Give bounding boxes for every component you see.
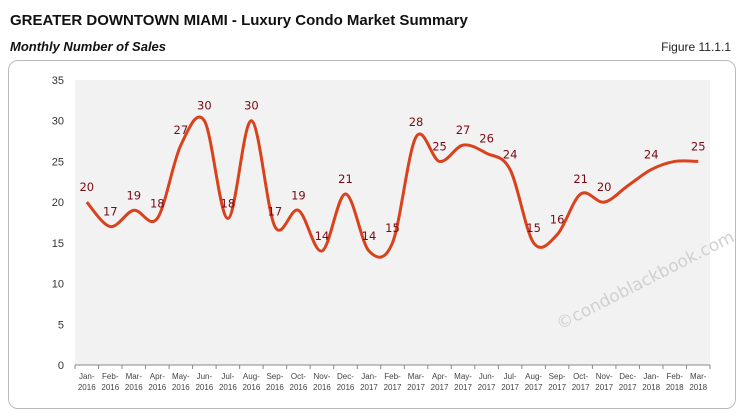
x-tick-label: Apr-2017 bbox=[431, 372, 449, 392]
x-tick-label: Jun-2017 bbox=[478, 372, 496, 392]
data-label: 24 bbox=[503, 148, 518, 162]
data-label: 17 bbox=[103, 205, 118, 219]
data-label: 18 bbox=[150, 196, 165, 210]
x-tick-label: Jul-2017 bbox=[501, 372, 519, 392]
x-tick-label: Mar-2017 bbox=[407, 372, 425, 392]
plot-area bbox=[75, 80, 710, 365]
x-tick-label: Aug-2017 bbox=[525, 372, 543, 392]
data-label: 18 bbox=[221, 196, 236, 210]
y-tick-label: 30 bbox=[52, 116, 64, 128]
x-tick-label: Apr-2016 bbox=[148, 372, 166, 392]
x-tick-label: Nov-2016 bbox=[313, 372, 331, 392]
y-tick-label: 10 bbox=[52, 279, 64, 291]
data-label: 20 bbox=[597, 180, 612, 194]
data-label: 25 bbox=[432, 139, 447, 153]
x-tick-label: May-2017 bbox=[454, 372, 472, 392]
figure-number: Figure 11.1.1 bbox=[661, 40, 731, 54]
y-tick-label: 25 bbox=[52, 156, 64, 168]
data-label: 20 bbox=[79, 180, 94, 194]
x-tick-label: Jan-2017 bbox=[360, 372, 378, 392]
x-tick-label: Oct-2017 bbox=[572, 372, 590, 392]
data-label: 30 bbox=[197, 99, 212, 113]
chart-frame bbox=[8, 60, 736, 409]
y-tick-label: 15 bbox=[52, 238, 64, 250]
data-label: 19 bbox=[126, 188, 141, 202]
x-tick-label: Feb-2018 bbox=[666, 372, 684, 392]
x-tick-label: Dec-2016 bbox=[337, 372, 355, 392]
data-label: 21 bbox=[338, 172, 353, 186]
data-label: 27 bbox=[456, 123, 471, 137]
y-tick-label: 5 bbox=[58, 319, 64, 331]
data-label: 19 bbox=[291, 188, 306, 202]
data-label: 25 bbox=[691, 139, 706, 153]
y-tick-label: 20 bbox=[52, 197, 64, 209]
data-label: 14 bbox=[362, 229, 377, 243]
y-tick-label: 0 bbox=[58, 360, 64, 372]
x-tick-label: Jun-2016 bbox=[195, 372, 213, 392]
y-tick-label: 35 bbox=[52, 75, 64, 87]
x-tick-label: Feb-2017 bbox=[384, 372, 402, 392]
x-tick-label: May-2016 bbox=[172, 372, 190, 392]
data-label: 15 bbox=[385, 221, 400, 235]
data-label: 30 bbox=[244, 99, 259, 113]
data-label: 24 bbox=[644, 148, 659, 162]
x-tick-label: Feb-2016 bbox=[101, 372, 119, 392]
x-tick-label: Jan-2016 bbox=[78, 372, 96, 392]
x-tick-label: Oct-2016 bbox=[290, 372, 308, 392]
data-label: 27 bbox=[174, 123, 189, 137]
x-tick-label: Sep-2016 bbox=[266, 372, 284, 392]
data-label: 28 bbox=[409, 115, 424, 129]
x-tick-label: Nov-2017 bbox=[595, 372, 613, 392]
data-label: 16 bbox=[550, 213, 565, 227]
data-label: 15 bbox=[526, 221, 541, 235]
data-label: 26 bbox=[479, 131, 494, 145]
x-tick-label: Dec-2017 bbox=[619, 372, 637, 392]
data-label: 14 bbox=[315, 229, 330, 243]
series-line bbox=[85, 115, 699, 259]
data-label: 21 bbox=[573, 172, 588, 186]
x-tick-label: Jan-2018 bbox=[642, 372, 660, 392]
x-tick-label: Sep-2017 bbox=[548, 372, 566, 392]
x-tick-label: Jul-2016 bbox=[219, 372, 237, 392]
data-label: 17 bbox=[268, 205, 283, 219]
chart-subtitle: Monthly Number of Sales bbox=[10, 39, 167, 54]
x-tick-label: Aug-2016 bbox=[242, 372, 260, 392]
x-tick-label: Mar-2016 bbox=[125, 372, 143, 392]
chart-title: GREATER DOWNTOWN MIAMI - Luxury Condo Ma… bbox=[10, 12, 468, 29]
x-tick-label: Mar-2018 bbox=[689, 372, 707, 392]
